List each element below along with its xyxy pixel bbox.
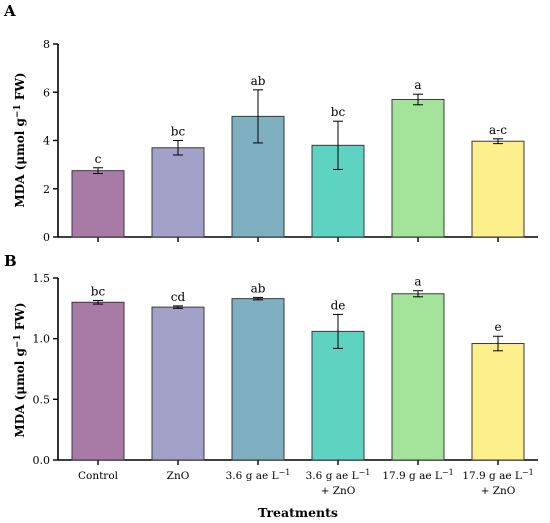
- panel-a-significance-letter: a-c: [489, 123, 507, 137]
- panel-b-bar: [391, 293, 445, 461]
- panel-b-plot: 0.0 0.5 1.0 1.5 bc cd ab de a e: [33, 272, 525, 467]
- x-category-label: Control: [78, 470, 119, 482]
- panel-a-bar: [471, 140, 525, 238]
- x-category-label: 17.9 g ae L−1: [462, 468, 533, 482]
- panel-b-bar: [471, 343, 525, 461]
- x-category-label: 17.9 g ae L−1: [382, 468, 453, 482]
- panel-a-significance-letter: ab: [251, 74, 266, 88]
- panel-b-bar: [231, 298, 285, 461]
- x-category-label-line2: + ZnO: [321, 485, 356, 497]
- panel-a-y-label: MDA (μmol g−1 FW): [13, 72, 27, 207]
- panel-b-y-label: MDA (μmol g−1 FW): [13, 302, 27, 437]
- x-category-label: 3.6 g ae L−1: [226, 468, 291, 482]
- panel-b-significance-letter: a: [414, 275, 421, 289]
- x-category-label-line2: + ZnO: [481, 485, 516, 497]
- panel-a-plot: 0 2 4 6 8 c bc ab bc a a-c: [43, 38, 525, 244]
- panel-a-ytick-label: 4: [43, 135, 50, 148]
- panel-b-ytick-label: 0.5: [33, 393, 51, 406]
- panel-a-significance-letter: bc: [331, 105, 346, 119]
- panel-a-significance-letter: a: [414, 78, 421, 92]
- panel-a-ytick-label: 6: [43, 86, 50, 99]
- panel-b-bar: [151, 306, 205, 461]
- panel-a-bar: [151, 147, 205, 238]
- panel-a-bar: [391, 98, 445, 238]
- panel-b-letter: B: [4, 252, 17, 270]
- panel-a-significance-letter: bc: [171, 125, 186, 139]
- panel-b-bar: [71, 301, 125, 461]
- x-category-label: 3.6 g ae L−1: [306, 468, 371, 482]
- panel-b-significance-letter: ab: [251, 281, 266, 295]
- panel-a-ytick-label: 0: [43, 231, 50, 244]
- x-category-labels: Control ZnO 3.6 g ae L−1 3.6 g ae L−1 + ZnO 1…: [78, 468, 534, 497]
- panel-b-bar: [311, 330, 365, 461]
- panel-b-significance-letter: de: [331, 298, 346, 312]
- panel-a-bar: [71, 170, 125, 238]
- panel-a-letter: A: [3, 2, 16, 20]
- panel-a-ytick-label: 2: [43, 183, 50, 196]
- panel-a-ytick-label: 8: [43, 38, 50, 51]
- panel-a-significance-letter: c: [95, 152, 102, 166]
- panel-b-significance-letter: cd: [171, 290, 186, 304]
- x-category-label: ZnO: [167, 470, 190, 482]
- panel-b-ytick-label: 1.0: [33, 333, 51, 346]
- panel-b-ytick-label: 0.0: [33, 454, 51, 467]
- x-axis-title: Treatments: [258, 505, 338, 520]
- panel-b-ytick-label: 1.5: [33, 272, 51, 285]
- panel-b-significance-letter: bc: [91, 284, 106, 298]
- panel-b-significance-letter: e: [494, 320, 501, 334]
